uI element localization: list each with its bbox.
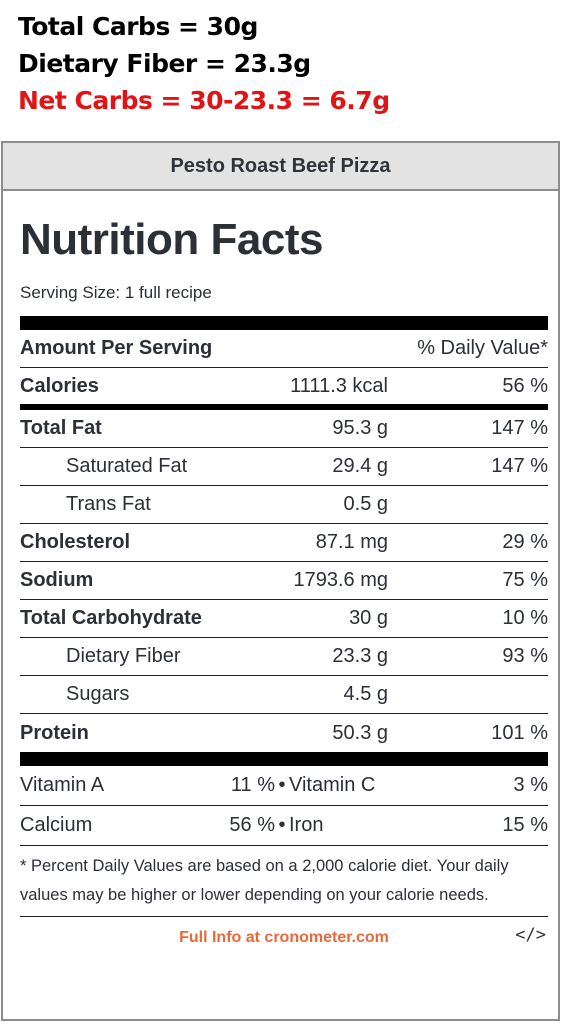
nutrient-percent: 147 % bbox=[491, 417, 548, 439]
vitamin-percent: 15 % bbox=[502, 814, 548, 836]
nutrient-amount: 1793.6 mg bbox=[293, 569, 388, 591]
nutrient-amount: 50.3 g bbox=[332, 721, 388, 744]
daily-value-footnote: * Percent Daily Values are based on a 2,… bbox=[20, 846, 548, 917]
nutrition-label: Nutrition Facts Serving Size: 1 full rec… bbox=[20, 191, 548, 959]
total-carbs-headline: Total Carbs = 30g bbox=[18, 12, 258, 41]
dietary-fiber-headline: Dietary Fiber = 23.3g bbox=[18, 49, 311, 78]
nutrient-amount: 1111.3 kcal bbox=[290, 374, 388, 397]
vitamin-percent: 3 % bbox=[513, 774, 548, 796]
nutrient-row-total-fat: Total Fat 95.3 g 147 % bbox=[20, 410, 548, 448]
vitamin-percent: 11 % bbox=[230, 774, 275, 796]
nutrient-amount: 29.4 g bbox=[332, 455, 388, 477]
nutrient-name: Protein bbox=[20, 721, 89, 744]
nutrition-facts-title: Nutrition Facts bbox=[20, 215, 323, 264]
vitamin-percent: 56 % bbox=[229, 814, 275, 836]
nutrient-name: Calories bbox=[20, 374, 99, 397]
nutrient-name: Sugars bbox=[66, 683, 130, 705]
nutrient-amount: 0.5 g bbox=[343, 493, 388, 515]
nutrient-row-cholesterol: Cholesterol 87.1 mg 29 % bbox=[20, 524, 548, 562]
bullet-separator: • bbox=[278, 774, 286, 796]
nutrient-row-dietary-fiber: Dietary Fiber 23.3 g 93 % bbox=[20, 638, 548, 676]
nutrient-name: Cholesterol bbox=[20, 531, 131, 553]
nutrient-amount: 87.1 mg bbox=[315, 531, 388, 553]
nutrient-name: Trans Fat bbox=[66, 493, 151, 515]
nutrient-row-sodium: Sodium 1793.6 mg 75 % bbox=[20, 562, 548, 600]
nutrient-amount: 23.3 g bbox=[332, 645, 388, 667]
nutrient-percent: 75 % bbox=[502, 569, 548, 591]
nutrient-percent: 147 % bbox=[491, 455, 548, 477]
nutrient-percent: 101 % bbox=[491, 721, 548, 744]
recipe-title: Pesto Roast Beef Pizza bbox=[3, 143, 558, 191]
thick-divider bbox=[20, 752, 548, 766]
nutrient-row-trans-fat: Trans Fat 0.5 g bbox=[20, 486, 548, 524]
vitamin-name: Vitamin C bbox=[289, 774, 376, 796]
nutrient-percent: 10 % bbox=[502, 607, 548, 629]
nutrient-name: Total Carbohydrate bbox=[20, 607, 202, 629]
calories-row: Calories 1111.3 kcal 56 % bbox=[20, 368, 548, 404]
nutrient-amount: 4.5 g bbox=[343, 683, 388, 705]
nutrition-panel: Pesto Roast Beef Pizza Nutrition Facts S… bbox=[1, 141, 560, 1021]
nutrient-name: Sodium bbox=[20, 569, 94, 591]
nutrient-amount: 95.3 g bbox=[332, 417, 388, 439]
vitamin-row: Vitamin A 11 % • Vitamin C 3 % bbox=[20, 766, 548, 806]
bullet-separator: • bbox=[278, 814, 286, 836]
nutrient-name: Saturated Fat bbox=[66, 455, 188, 477]
daily-value-label: % Daily Value* bbox=[417, 337, 548, 359]
thick-divider bbox=[20, 316, 548, 330]
net-carbs-headline: Net Carbs = 30-23.3 = 6.7g bbox=[18, 86, 390, 115]
vitamin-name: Iron bbox=[289, 814, 324, 836]
vitamin-row: Calcium 56 % • Iron 15 % bbox=[20, 806, 548, 846]
vitamin-name: Calcium bbox=[20, 814, 93, 836]
label-footer: Full Info at cronometer.com </> bbox=[20, 917, 548, 959]
nutrient-amount: 30 g bbox=[349, 607, 388, 629]
nutrient-name: Dietary Fiber bbox=[66, 645, 181, 667]
nutrient-row-total-carbohydrate: Total Carbohydrate 30 g 10 % bbox=[20, 600, 548, 638]
embed-code-icon[interactable]: </> bbox=[515, 925, 546, 945]
nutrient-row-sugars: Sugars 4.5 g bbox=[20, 676, 548, 714]
nutrient-row-protein: Protein 50.3 g 101 % bbox=[20, 714, 548, 752]
medium-divider bbox=[20, 404, 548, 410]
amount-header-row: Amount Per Serving % Daily Value* bbox=[20, 330, 548, 368]
nutrient-percent: 56 % bbox=[502, 374, 548, 397]
nutrient-row-saturated-fat: Saturated Fat 29.4 g 147 % bbox=[20, 448, 548, 486]
vitamin-name: Vitamin A bbox=[20, 774, 105, 796]
nutrient-percent: 29 % bbox=[502, 531, 548, 553]
nutrient-name: Total Fat bbox=[20, 417, 102, 439]
serving-size: Serving Size: 1 full recipe bbox=[20, 283, 212, 302]
amount-per-serving-label: Amount Per Serving bbox=[20, 337, 213, 359]
nutrient-percent: 93 % bbox=[502, 645, 548, 667]
cronometer-link[interactable]: Full Info at cronometer.com bbox=[179, 929, 389, 946]
